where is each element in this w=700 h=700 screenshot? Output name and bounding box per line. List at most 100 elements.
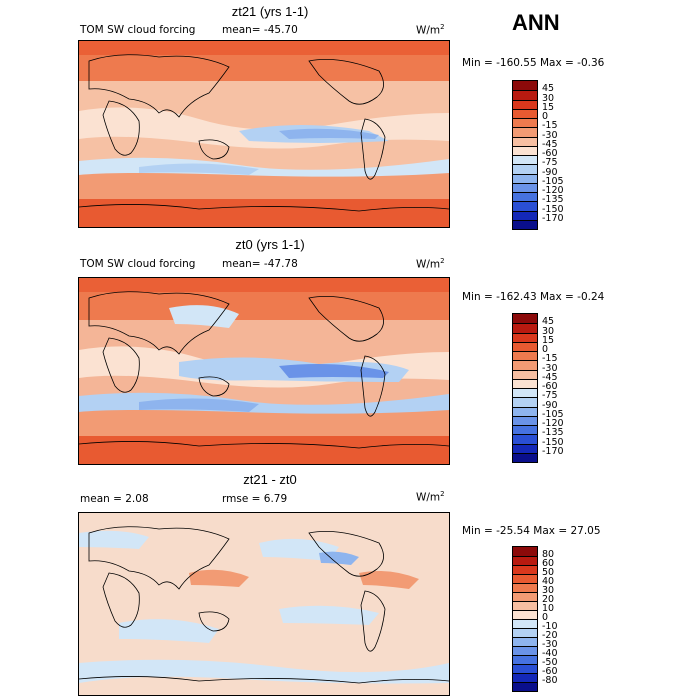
colorbar-swatch bbox=[513, 378, 537, 388]
season-label: ANN bbox=[512, 10, 560, 35]
colorbar-label: 45 bbox=[542, 316, 555, 328]
colorbar-label: -40 bbox=[542, 648, 558, 659]
colorbar-swatch bbox=[513, 388, 537, 398]
colorbar-swatch bbox=[513, 81, 537, 91]
colorbar-swatch bbox=[513, 369, 537, 379]
panel-3-title: zt21 - zt0 bbox=[243, 472, 297, 487]
panel-3-map bbox=[78, 512, 450, 696]
colorbar-swatch bbox=[513, 108, 537, 118]
panel-3-colorbar bbox=[512, 546, 538, 692]
colorbar-label: -20 bbox=[542, 630, 558, 641]
panel-2-title: zt0 (yrs 1-1) bbox=[235, 237, 305, 252]
colorbar-label: -30 bbox=[542, 362, 558, 374]
colorbar-label: 15 bbox=[542, 334, 555, 346]
panel-1-left-label: TOM SW cloud forcing bbox=[80, 24, 196, 36]
colorbar-label: -150 bbox=[542, 203, 564, 215]
colorbar-swatch bbox=[513, 610, 537, 619]
colorbar-swatch bbox=[513, 323, 537, 333]
colorbar-label: -15 bbox=[542, 353, 558, 365]
colorbar-label: -30 bbox=[542, 639, 558, 650]
colorbar-label: 50 bbox=[542, 567, 555, 578]
colorbar-label: -135 bbox=[542, 427, 564, 439]
colorbar-swatch bbox=[513, 90, 537, 100]
panel-2-minmax: Min = -162.43 Max = -0.24 bbox=[462, 291, 605, 303]
panel-2-colorbar bbox=[512, 313, 538, 463]
colorbar-label: 0 bbox=[542, 612, 549, 623]
colorbar-swatch bbox=[513, 360, 537, 370]
colorbar-label: -90 bbox=[542, 166, 558, 178]
colorbar-label: 30 bbox=[542, 585, 555, 596]
panel-2-map-svg bbox=[79, 278, 449, 464]
colorbar-label: -60 bbox=[542, 381, 558, 392]
colorbar-swatch bbox=[513, 592, 537, 601]
colorbar-swatch bbox=[513, 332, 537, 342]
colorbar-swatch bbox=[513, 155, 537, 165]
colorbar-swatch bbox=[513, 182, 537, 192]
panel-1-minmax: Min = -160.55 Max = -0.36 bbox=[462, 57, 605, 69]
colorbar-label: 30 bbox=[542, 92, 555, 104]
colorbar-label: 20 bbox=[542, 594, 555, 605]
colorbar-swatch bbox=[513, 314, 537, 324]
colorbar-label: -105 bbox=[542, 175, 564, 187]
colorbar-label: -170 bbox=[542, 445, 564, 457]
colorbar-label: -30 bbox=[542, 129, 558, 141]
colorbar-label: -60 bbox=[542, 148, 558, 159]
colorbar-swatch bbox=[513, 574, 537, 583]
colorbar-label: -135 bbox=[542, 194, 564, 206]
colorbar-swatch bbox=[513, 628, 537, 637]
colorbar-swatch bbox=[513, 646, 537, 655]
colorbar-swatch bbox=[513, 219, 537, 229]
colorbar-swatch bbox=[513, 127, 537, 137]
colorbar-swatch bbox=[513, 397, 537, 407]
colorbar-swatch bbox=[513, 192, 537, 202]
colorbar-swatch bbox=[513, 136, 537, 146]
colorbar-swatch bbox=[513, 210, 537, 220]
colorbar-label: -45 bbox=[542, 371, 558, 383]
colorbar-swatch bbox=[513, 664, 537, 673]
colorbar-swatch bbox=[513, 583, 537, 592]
panel-1-title: zt21 (yrs 1-1) bbox=[231, 4, 309, 19]
colorbar-label: -120 bbox=[542, 418, 564, 429]
panel-3-mean: mean = 2.08 bbox=[80, 493, 149, 505]
colorbar-label: 80 bbox=[542, 549, 555, 560]
colorbar-swatch bbox=[513, 637, 537, 646]
colorbar-swatch bbox=[513, 556, 537, 565]
colorbar-label: -80 bbox=[542, 675, 558, 686]
colorbar-label: 40 bbox=[542, 576, 555, 587]
colorbar-swatch bbox=[513, 164, 537, 174]
colorbar-swatch bbox=[513, 601, 537, 610]
colorbar-label: 10 bbox=[542, 603, 555, 614]
colorbar-label: -150 bbox=[542, 436, 564, 448]
colorbar-label: -10 bbox=[542, 621, 558, 632]
colorbar-label: 0 bbox=[542, 344, 549, 355]
colorbar-swatch bbox=[513, 565, 537, 574]
colorbar-swatch bbox=[513, 619, 537, 628]
colorbar-swatch bbox=[513, 415, 537, 425]
colorbar-swatch bbox=[513, 443, 537, 453]
colorbar-swatch bbox=[513, 351, 537, 361]
colorbar-label: 0 bbox=[542, 111, 549, 122]
colorbar-swatch bbox=[513, 173, 537, 183]
colorbar-label: -90 bbox=[542, 399, 558, 411]
panel-3-minmax: Min = -25.54 Max = 27.05 bbox=[462, 525, 601, 537]
colorbar-label: -120 bbox=[542, 185, 564, 196]
colorbar-label: -50 bbox=[542, 657, 558, 668]
panel-2-map bbox=[78, 277, 450, 465]
colorbar-swatch bbox=[513, 452, 537, 462]
panel-3-rmse: rmse = 6.79 bbox=[222, 493, 288, 505]
colorbar-label: 45 bbox=[542, 83, 555, 95]
colorbar-swatch bbox=[513, 547, 537, 556]
colorbar-label: -170 bbox=[542, 212, 564, 224]
colorbar-swatch bbox=[513, 682, 537, 691]
colorbar-label: -105 bbox=[542, 408, 564, 420]
panel-3-units: W/m2 bbox=[416, 490, 445, 504]
panel-2-units: W/m2 bbox=[416, 257, 445, 271]
colorbar-label: -60 bbox=[542, 666, 558, 677]
colorbar-swatch bbox=[513, 99, 537, 109]
colorbar-label: -75 bbox=[542, 390, 558, 402]
panel-1-mean: mean= -45.70 bbox=[222, 24, 298, 36]
panel-1-units: W/m2 bbox=[416, 23, 445, 37]
colorbar-label: 60 bbox=[542, 558, 555, 569]
colorbar-label: -45 bbox=[542, 138, 558, 150]
colorbar-swatch bbox=[513, 118, 537, 128]
